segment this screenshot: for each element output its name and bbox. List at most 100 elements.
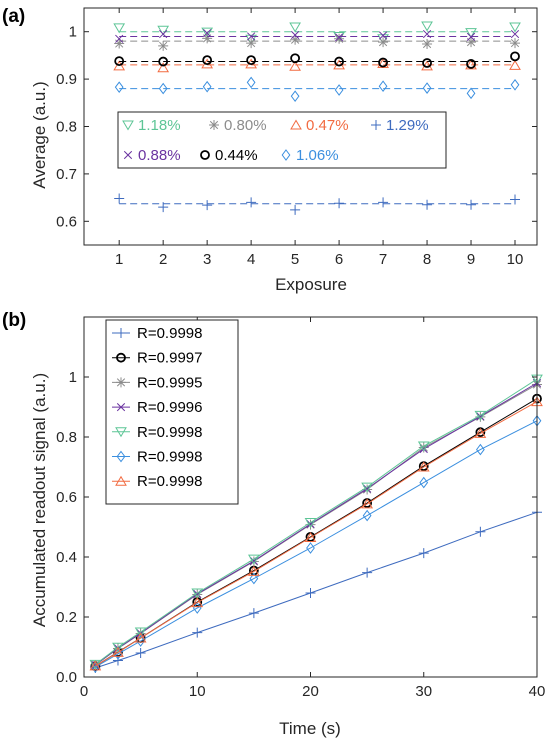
- data-point: [113, 60, 126, 71]
- x-tick-label: 9: [467, 251, 475, 268]
- data-point: [466, 87, 476, 100]
- legend-marker: [116, 377, 126, 388]
- y-tick-label: 1: [69, 369, 77, 386]
- legend-marker: [115, 475, 127, 486]
- data-point: [510, 29, 520, 39]
- x-tick-label: 6: [335, 251, 343, 268]
- panel-a-xlabel: Exposure: [275, 275, 347, 294]
- x-tick-label: 30: [415, 683, 432, 700]
- y-tick-label: 0.6: [56, 213, 77, 230]
- legend-marker: [123, 150, 133, 160]
- data-point: [306, 542, 315, 554]
- data-point: [334, 56, 344, 67]
- legend-marker: [116, 450, 126, 463]
- data-point: [474, 427, 487, 438]
- data-point: [304, 518, 317, 528]
- data-point: [362, 509, 372, 522]
- data-point: [378, 31, 388, 40]
- y-tick-label: 0.8: [56, 119, 77, 136]
- legend-marker: [371, 120, 381, 130]
- panel-a: (a) 1 2 3 4 5 6 7 8 9 10 0.6 0.7 0.8 0.9 1 Exposure Av…: [2, 6, 538, 294]
- legend-label: R=0.9995: [137, 374, 202, 391]
- series-line: [95, 511, 538, 669]
- data-point: [509, 59, 521, 70]
- y-tick-label: 0.4: [56, 549, 77, 566]
- x-tick-label: 2: [159, 251, 167, 268]
- panel-a-ticks: 1 2 3 4 5 6 7 8 9 10 0.6 0.7 0.8 0.9 1: [56, 8, 537, 268]
- data-point: [377, 57, 389, 68]
- panel-b-xlabel: Time (s): [279, 719, 341, 738]
- data-point: [112, 642, 124, 653]
- y-tick-label: 0.9: [56, 71, 77, 88]
- data-point: [248, 554, 260, 565]
- series-line: [95, 382, 538, 666]
- data-point: [509, 22, 521, 33]
- data-point: [334, 33, 344, 42]
- data-point: [191, 597, 204, 608]
- series-2: [113, 57, 521, 73]
- data-point: [191, 588, 204, 599]
- data-point: [291, 30, 300, 40]
- data-point: [334, 198, 345, 209]
- data-point: [422, 29, 432, 39]
- data-point: [290, 90, 300, 102]
- y-tick-label: 0.7: [56, 166, 77, 183]
- panel-b-ylabel: Accumulated readout signal (a.u.): [30, 373, 49, 627]
- legend-label: R=0.9997: [137, 350, 202, 367]
- panel-b-ticks: 0 10 20 30 40 0.0 0.2 0.4 0.6 0.8 1: [56, 317, 545, 700]
- data-point: [115, 34, 124, 43]
- legend-marker: [209, 120, 219, 130]
- data-point: [157, 62, 170, 73]
- data-point: [248, 565, 260, 576]
- panel-a-ylabel: Average (a.u.): [30, 81, 49, 188]
- data-point: [113, 23, 126, 34]
- legend-marker: [200, 150, 210, 160]
- data-point: [246, 197, 257, 208]
- data-point: [334, 33, 345, 44]
- panel-b: (b) 0 10 20 30 40 0.0 0.2 0.4 0.6 0.8 1 Time (s) A…: [2, 310, 545, 738]
- panel-a-marks: [113, 21, 521, 215]
- series-line: [95, 420, 538, 668]
- legend-marker: [122, 120, 134, 131]
- series-6: [114, 76, 520, 102]
- series-1: [114, 33, 521, 51]
- data-point: [202, 33, 213, 44]
- data-point: [305, 588, 316, 598]
- legend-label: R=0.9996: [137, 399, 202, 416]
- y-tick-label: 0.0: [56, 669, 77, 686]
- data-point: [203, 29, 212, 38]
- data-point: [510, 78, 520, 91]
- data-point: [290, 204, 301, 215]
- y-tick-label: 1: [69, 24, 77, 41]
- x-tick-label: 20: [302, 683, 319, 700]
- data-point: [421, 21, 433, 32]
- data-point: [476, 443, 485, 456]
- data-point: [378, 57, 388, 68]
- data-point: [363, 484, 372, 493]
- data-point: [465, 28, 477, 39]
- x-tick-label: 10: [189, 683, 206, 700]
- x-tick-label: 1: [115, 251, 123, 268]
- legend-marker: [116, 328, 126, 338]
- data-point: [158, 56, 169, 67]
- data-point: [134, 627, 147, 638]
- data-point: [466, 32, 476, 42]
- data-point: [378, 80, 388, 93]
- data-point: [418, 548, 429, 559]
- x-tick-label: 7: [379, 251, 387, 268]
- legend-marker: [290, 119, 302, 130]
- legend-label: 1.29%: [386, 117, 429, 134]
- legend-label: R=0.9998: [137, 325, 202, 342]
- data-point: [114, 38, 125, 49]
- data-point: [510, 38, 521, 49]
- data-point: [249, 572, 259, 585]
- data-point: [418, 442, 429, 453]
- series-4: [115, 29, 520, 43]
- series-line: [95, 401, 538, 667]
- legend-marker: [115, 427, 127, 438]
- series-0: [90, 507, 542, 673]
- data-point: [466, 37, 477, 48]
- data-point: [246, 38, 257, 49]
- legend-label: 0.80%: [224, 117, 267, 134]
